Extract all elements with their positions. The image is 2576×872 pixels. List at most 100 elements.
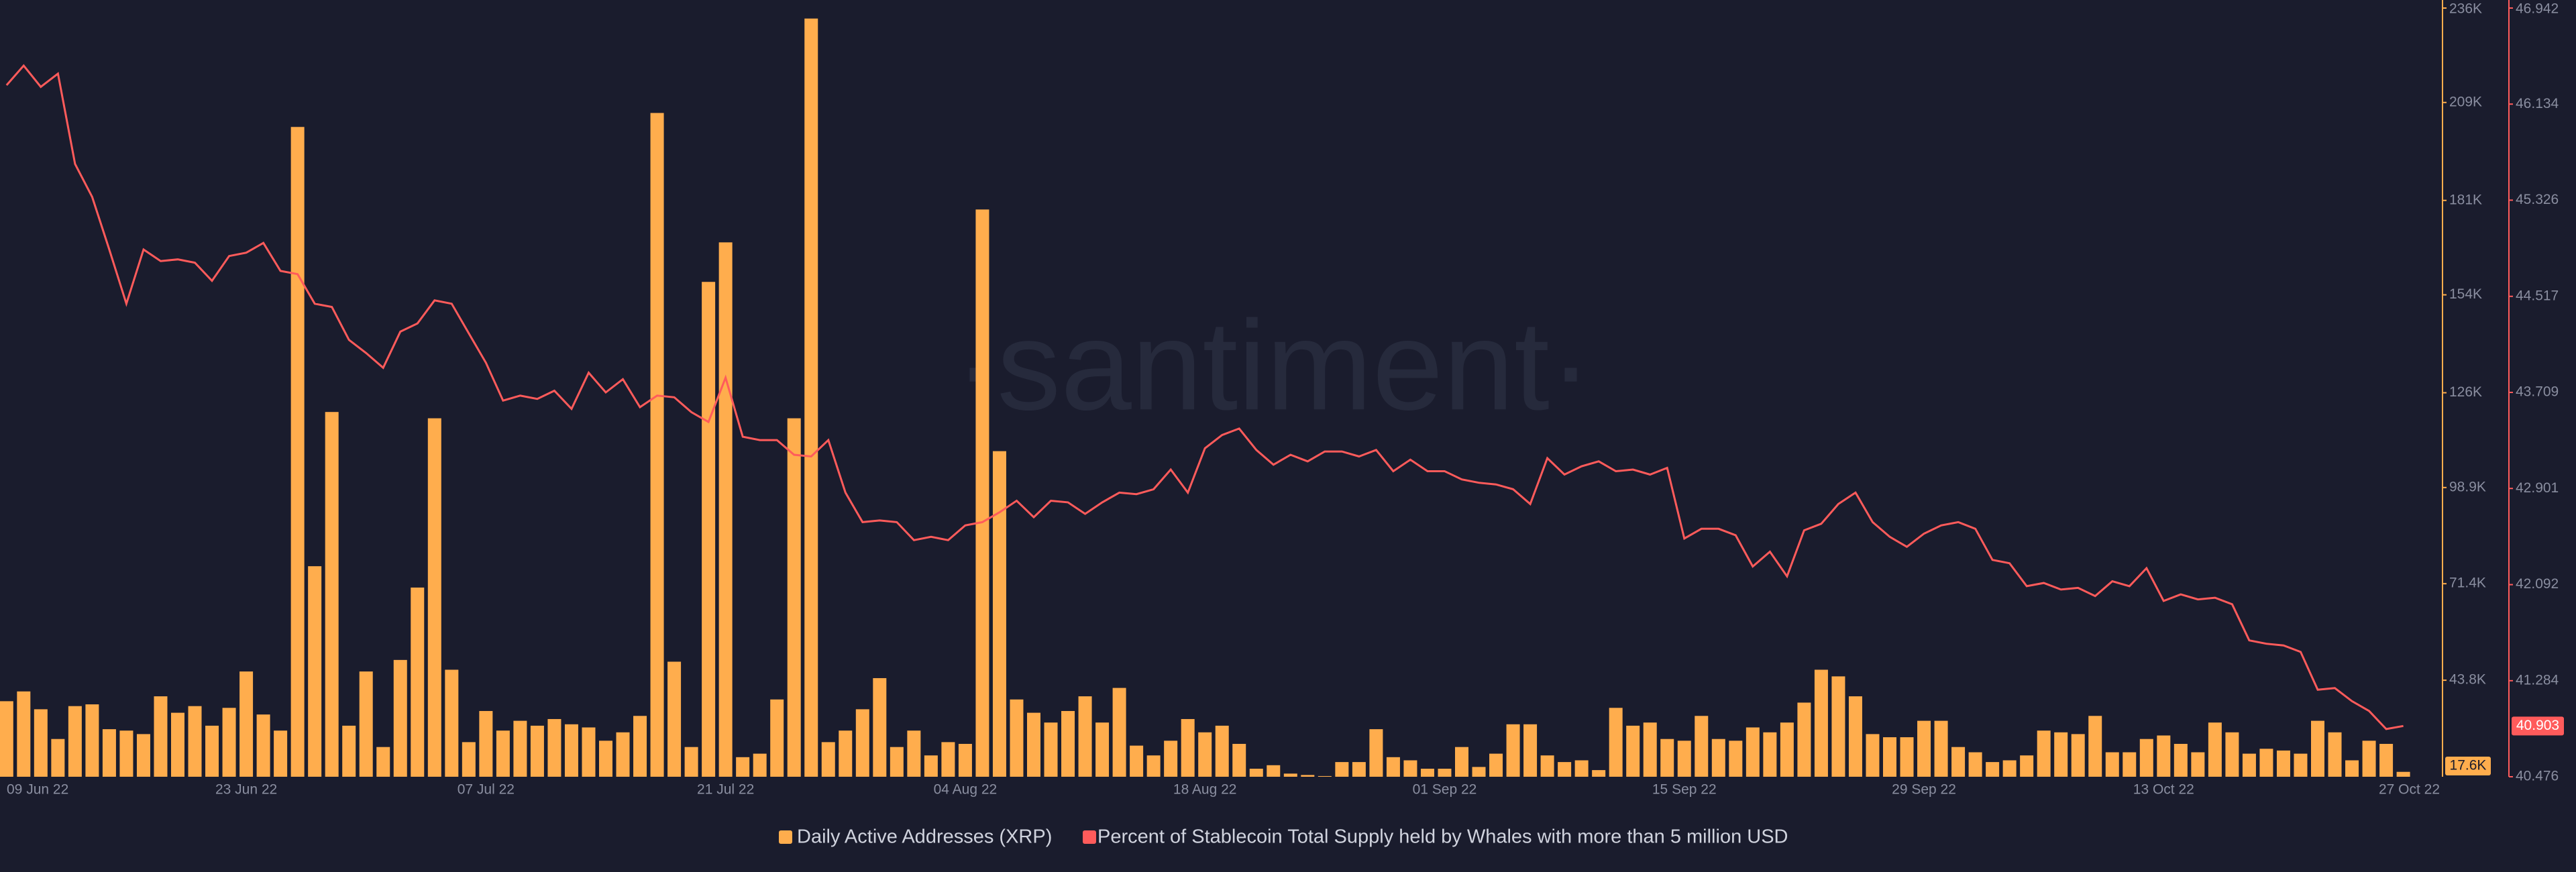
- bar: [496, 730, 510, 777]
- legend-swatch: [779, 830, 792, 844]
- bar: [2002, 760, 2017, 777]
- bar: [2105, 752, 2119, 777]
- y-tick-label: 236K: [2449, 1, 2482, 17]
- bar: [924, 755, 938, 777]
- bar: [2020, 755, 2034, 777]
- bar: [1027, 712, 1040, 777]
- bar: [1215, 725, 1229, 777]
- bar: [1420, 769, 1434, 777]
- x-tick-label: 29 Sep 22: [1892, 782, 1956, 798]
- bar: [1112, 688, 1126, 777]
- bar: [308, 566, 322, 777]
- bar: [393, 659, 407, 777]
- bar: [325, 412, 339, 777]
- bar: [787, 418, 801, 777]
- bar: [1814, 669, 1828, 777]
- y-tick-label: 181K: [2449, 192, 2482, 207]
- bar: [736, 757, 750, 777]
- bar: [1934, 720, 1948, 777]
- bar: [1592, 770, 1606, 777]
- bar: [718, 242, 733, 777]
- bar: [770, 699, 784, 777]
- bar: [1523, 724, 1538, 777]
- bar: [1763, 732, 1777, 777]
- bar: [1558, 762, 1572, 777]
- y-tick-label: 71.4K: [2449, 576, 2486, 591]
- bar: [873, 677, 887, 777]
- bar: [256, 714, 270, 777]
- bar: [2311, 720, 2324, 777]
- x-tick-label: 07 Jul 22: [458, 782, 515, 798]
- line: [5, 64, 2404, 730]
- legend-label: Daily Active Addresses (XRP): [797, 826, 1052, 848]
- bar: [2088, 716, 2102, 777]
- y2-tick-label: 43.709: [2516, 384, 2559, 400]
- bar: [616, 732, 630, 777]
- bar: [2259, 749, 2273, 777]
- legend-label: Percent of Stablecoin Total Supply held …: [1097, 826, 1788, 848]
- x-tick-label: 18 Aug 22: [1173, 782, 1237, 798]
- bar: [376, 747, 390, 777]
- bar: [702, 282, 716, 777]
- bar: [0, 701, 13, 777]
- x-tick-label: 13 Oct 22: [2133, 782, 2194, 798]
- last-value-label: 17.6K: [2450, 758, 2487, 773]
- bar: [975, 209, 989, 777]
- bar: [2225, 732, 2239, 777]
- bar: [2037, 730, 2051, 777]
- bar: [1831, 676, 1845, 777]
- bar: [958, 743, 972, 777]
- y2-tick-label: 41.284: [2516, 672, 2559, 688]
- bar: [1369, 729, 1383, 777]
- bar: [821, 742, 835, 777]
- bar: [1335, 762, 1349, 777]
- bar: [1472, 767, 1486, 777]
- bar: [1267, 765, 1281, 777]
- bar: [222, 708, 236, 777]
- y2-tick-label: 44.517: [2516, 288, 2559, 303]
- bar: [1095, 722, 1110, 777]
- bar: [1318, 775, 1332, 777]
- bar: [188, 706, 202, 777]
- bar: [992, 451, 1006, 777]
- bar: [2208, 722, 2222, 777]
- bar: [342, 725, 356, 777]
- y-tick-label: 209K: [2449, 94, 2482, 109]
- bar: [154, 696, 168, 777]
- bar: [1883, 737, 1896, 777]
- bar: [1283, 773, 1297, 777]
- bar: [1146, 755, 1161, 777]
- bar: [2174, 743, 2188, 777]
- bar: [839, 730, 853, 777]
- bar: [1540, 755, 1554, 777]
- bar: [599, 741, 612, 777]
- bar: [1181, 718, 1195, 777]
- bar: [1232, 743, 1246, 777]
- bar: [2054, 732, 2068, 777]
- legend-swatch: [1083, 830, 1096, 844]
- bar: [1010, 699, 1024, 777]
- y-tick-label: 154K: [2449, 286, 2482, 302]
- bar: [2276, 750, 2290, 777]
- bar: [1695, 716, 1709, 777]
- bar: [890, 747, 904, 777]
- bar: [1061, 710, 1075, 777]
- bar: [1660, 739, 1674, 777]
- bar: [1917, 720, 1931, 777]
- bar: [1986, 762, 2000, 777]
- bar: [85, 704, 99, 777]
- bar: [290, 127, 305, 777]
- bar: [1968, 752, 1982, 777]
- bar: [907, 730, 921, 777]
- bar: [1438, 769, 1452, 777]
- bar: [427, 418, 441, 777]
- x-tick-label: 21 Jul 22: [697, 782, 754, 798]
- x-tick-label: 23 Jun 22: [215, 782, 277, 798]
- bar: [547, 718, 561, 777]
- bar: [1386, 757, 1400, 777]
- y-tick-label: 43.8K: [2449, 672, 2486, 688]
- bar: [1677, 741, 1691, 777]
- x-tick-label: 09 Jun 22: [7, 782, 68, 798]
- last-value-box: [2445, 757, 2491, 775]
- bar: [1130, 745, 1144, 777]
